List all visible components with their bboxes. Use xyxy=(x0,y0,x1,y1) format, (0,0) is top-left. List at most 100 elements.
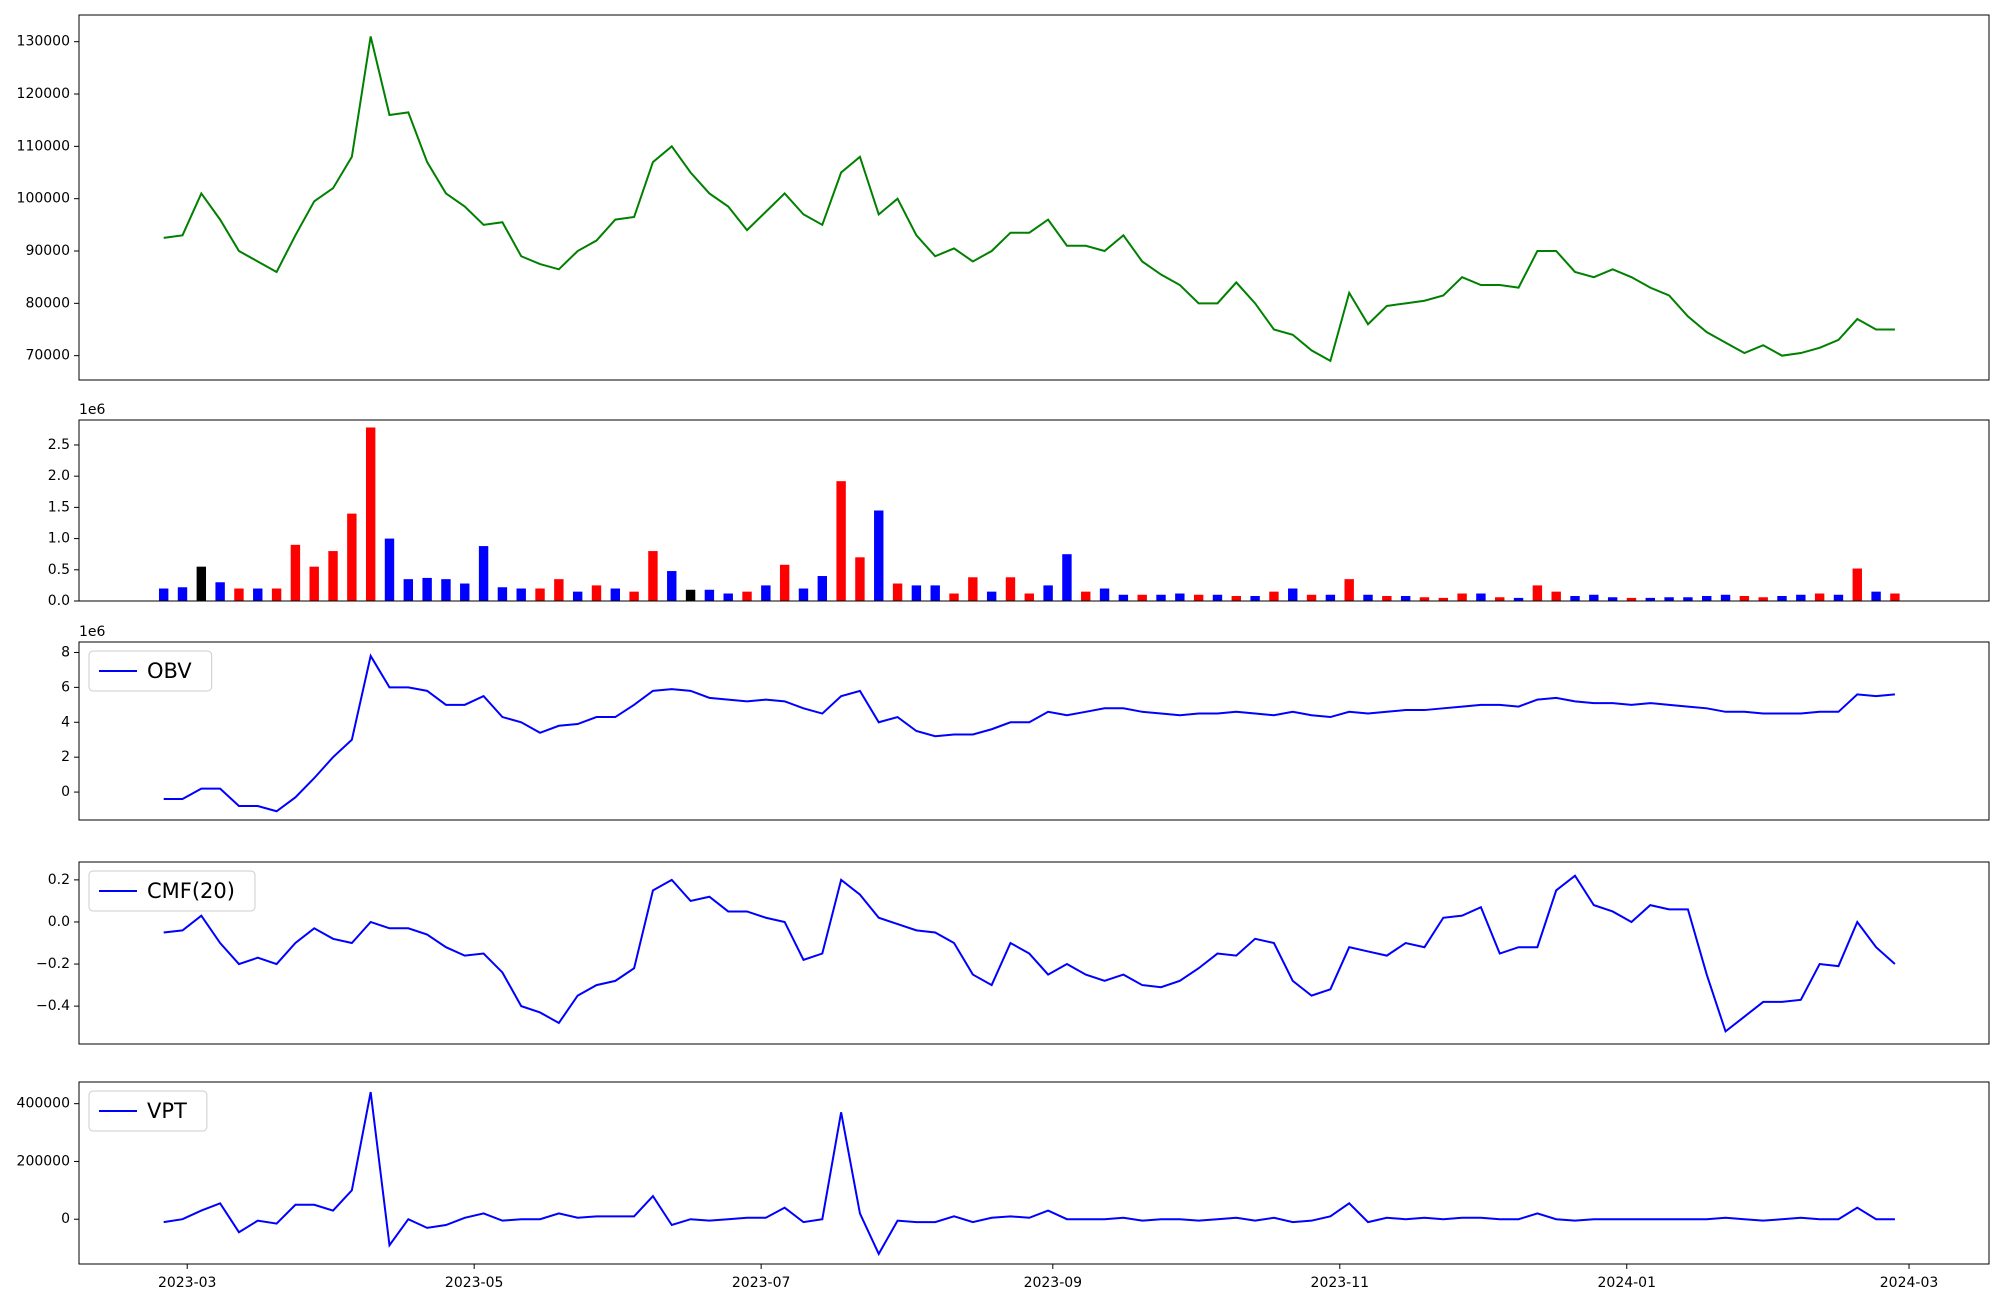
volume-bar xyxy=(1231,596,1241,601)
volume-bar xyxy=(761,585,771,601)
volume-bar xyxy=(742,591,752,601)
y-tick-label: 70000 xyxy=(25,348,70,364)
volume-bar xyxy=(572,591,583,601)
volume-bar xyxy=(271,588,282,601)
y-tick-label: 0 xyxy=(61,784,70,800)
volume-bar xyxy=(591,585,602,601)
y-tick-label: 8 xyxy=(61,644,70,660)
legend-frame xyxy=(88,870,256,912)
volume-bar xyxy=(1024,593,1034,601)
axes-frame xyxy=(78,861,1990,1045)
volume-bar xyxy=(1683,597,1693,601)
volume-bar xyxy=(1532,585,1543,601)
volume-bar xyxy=(328,551,338,601)
volume-bar xyxy=(158,588,169,601)
y-tick-label: 90000 xyxy=(25,243,70,259)
volume-bar xyxy=(874,510,884,601)
plot-area xyxy=(163,1091,1895,1257)
volume-bar xyxy=(1570,596,1580,601)
volume-bar xyxy=(347,513,357,601)
volume-bar xyxy=(1720,594,1731,601)
y-tick-label: 0.5 xyxy=(48,562,70,578)
volume-bar xyxy=(1193,594,1204,601)
y-tick-label: 2 xyxy=(61,749,70,765)
volume-bar xyxy=(1363,594,1373,601)
volume-bar xyxy=(1513,597,1524,601)
volume-bar xyxy=(1796,594,1806,601)
volume-bar xyxy=(1062,554,1072,601)
volume-bar xyxy=(855,557,865,601)
y-tick-label: 130000 xyxy=(17,34,70,50)
plot-area xyxy=(163,874,1896,1034)
volume-bar xyxy=(516,588,526,601)
volume-bar xyxy=(1551,591,1561,601)
y-tick-label: 80000 xyxy=(25,295,70,311)
volume-bar xyxy=(1626,597,1637,601)
volume-bar xyxy=(1589,594,1599,601)
series-line xyxy=(163,874,1896,1034)
volume-bar xyxy=(836,481,846,601)
y-tick-label: 0.0 xyxy=(48,914,70,930)
volume-bar xyxy=(1438,597,1448,601)
series-line xyxy=(163,653,1896,813)
volume-bar xyxy=(1645,597,1655,601)
x-tick-label: 2023-11 xyxy=(1311,1275,1370,1291)
volume-bar xyxy=(685,589,696,601)
volume-bar xyxy=(422,577,432,601)
volume-bar xyxy=(234,588,244,601)
axes-frame xyxy=(78,1081,1990,1265)
volume-bar xyxy=(1739,596,1750,601)
volume-bar xyxy=(1137,594,1147,601)
volume-bar xyxy=(1269,591,1279,601)
legend-text: OBV xyxy=(147,659,192,683)
volume-bar xyxy=(253,588,263,601)
volume-bar xyxy=(1043,585,1053,601)
y-tick-label: 1.5 xyxy=(48,499,70,515)
volume-bar xyxy=(1814,593,1825,601)
legend: CMF(20) xyxy=(88,870,256,912)
volume-bar xyxy=(1306,594,1317,601)
volume-bar xyxy=(798,588,809,601)
volume-bar xyxy=(892,583,903,601)
volume-bar xyxy=(1400,596,1411,601)
y-tick-label: 200000 xyxy=(17,1153,70,1169)
volume-bar xyxy=(403,579,414,601)
volume-bar xyxy=(704,589,715,601)
volume-bar xyxy=(1344,579,1354,601)
x-tick-label: 2024-03 xyxy=(1880,1275,1939,1291)
legend: VPT xyxy=(88,1090,208,1132)
volume-bar xyxy=(1890,593,1900,601)
volume-bar xyxy=(309,566,319,601)
volume-bar xyxy=(1288,588,1298,601)
volume-bar xyxy=(911,585,922,601)
volume-bar xyxy=(667,571,677,601)
volume-bar xyxy=(930,585,940,601)
volume-bar xyxy=(968,577,978,601)
plot-area xyxy=(163,36,1895,363)
y-tick-label: 100000 xyxy=(17,191,70,207)
y-tick-label: −0.4 xyxy=(36,998,70,1014)
volume-bar xyxy=(177,587,188,601)
y-tick-label: 400000 xyxy=(17,1096,70,1112)
volume-bar xyxy=(1419,597,1430,601)
series-line xyxy=(163,36,1895,363)
volume-bar xyxy=(1081,591,1091,601)
y-tick-label: 6 xyxy=(61,679,70,695)
axes-frame xyxy=(78,14,1990,381)
volume-bar xyxy=(1476,593,1486,601)
y-tick-label: 0.0 xyxy=(48,593,70,609)
y-tick-label: 4 xyxy=(61,714,70,730)
series-line xyxy=(163,1091,1895,1257)
volume-bar xyxy=(441,579,451,601)
volume-bar xyxy=(478,546,489,601)
volume-bar xyxy=(1871,591,1881,601)
legend: OBV xyxy=(88,650,213,692)
volume-bar xyxy=(1833,594,1844,601)
volume-bar xyxy=(460,583,470,601)
volume-bar xyxy=(497,587,508,601)
x-tick-label: 2023-03 xyxy=(158,1275,217,1291)
x-tick-label: 2023-05 xyxy=(445,1275,504,1291)
offset-label: 1e6 xyxy=(79,402,106,418)
volume-bar xyxy=(1005,577,1016,601)
